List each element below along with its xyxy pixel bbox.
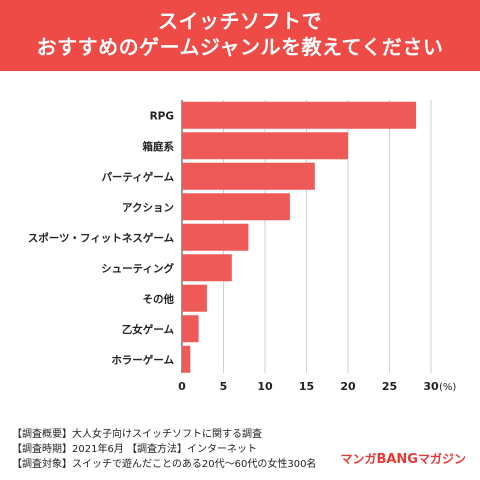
bar bbox=[182, 284, 207, 312]
bar bbox=[182, 193, 290, 221]
title-line-2: おすすめのゲームジャンルを教えてください bbox=[36, 35, 444, 59]
bar bbox=[182, 132, 348, 160]
title-line-1: スイッチソフトで bbox=[158, 9, 322, 33]
x-tick-label: 25 bbox=[382, 380, 397, 393]
category-label: RPG bbox=[150, 110, 174, 122]
bar bbox=[182, 223, 249, 251]
logo-text-manga: マンガ bbox=[340, 452, 377, 466]
bar bbox=[182, 315, 199, 343]
category-label: パーティゲーム bbox=[101, 170, 174, 183]
x-tick-label: 0 bbox=[178, 380, 186, 393]
logo-text-bang: BANG bbox=[376, 452, 418, 467]
bar bbox=[182, 345, 191, 373]
category-label: アクション bbox=[122, 202, 174, 214]
bar bbox=[182, 162, 315, 190]
category-label: その他 bbox=[143, 292, 175, 305]
survey-period-method: 【調査時期】2021年6月 【調査方法】インターネット bbox=[12, 444, 257, 455]
title-banner: スイッチソフトで おすすめのゲームジャンルを教えてください bbox=[0, 0, 480, 71]
survey-overview: 【調査概要】大人女子向けスイッチソフトに関する調査 bbox=[12, 429, 262, 440]
x-tick-label: 20 bbox=[340, 380, 356, 393]
category-label: シューティング bbox=[101, 262, 174, 275]
survey-target: 【調査対象】スイッチで遊んだことのある20代〜60代の女性300名 bbox=[12, 459, 317, 470]
bar bbox=[182, 254, 232, 282]
category-label: 箱庭系 bbox=[143, 140, 175, 153]
category-label: ホラーゲーム bbox=[111, 353, 174, 366]
bar bbox=[182, 101, 417, 129]
bar-chart: RPG 箱庭系パーティゲームアクションスポーツ・フィットネスゲームシューティングそ… bbox=[28, 100, 456, 393]
x-unit-label: (%) bbox=[439, 382, 456, 393]
category-label: スポーツ・フィットネスゲーム bbox=[28, 231, 175, 244]
x-tick-label: 5 bbox=[220, 380, 228, 393]
brand-logo: マンガBANGマガジン bbox=[340, 450, 466, 467]
x-tick-label: 30 bbox=[423, 380, 439, 393]
x-tick-label: 10 bbox=[257, 380, 273, 393]
category-label: 乙女ゲーム bbox=[122, 323, 175, 336]
x-tick-label: 15 bbox=[299, 380, 314, 393]
logo-text-magazine: マガジン bbox=[417, 452, 466, 466]
survey-notes: 【調査概要】大人女子向けスイッチソフトに関する調査 【調査時期】2021年6月 … bbox=[12, 427, 316, 472]
